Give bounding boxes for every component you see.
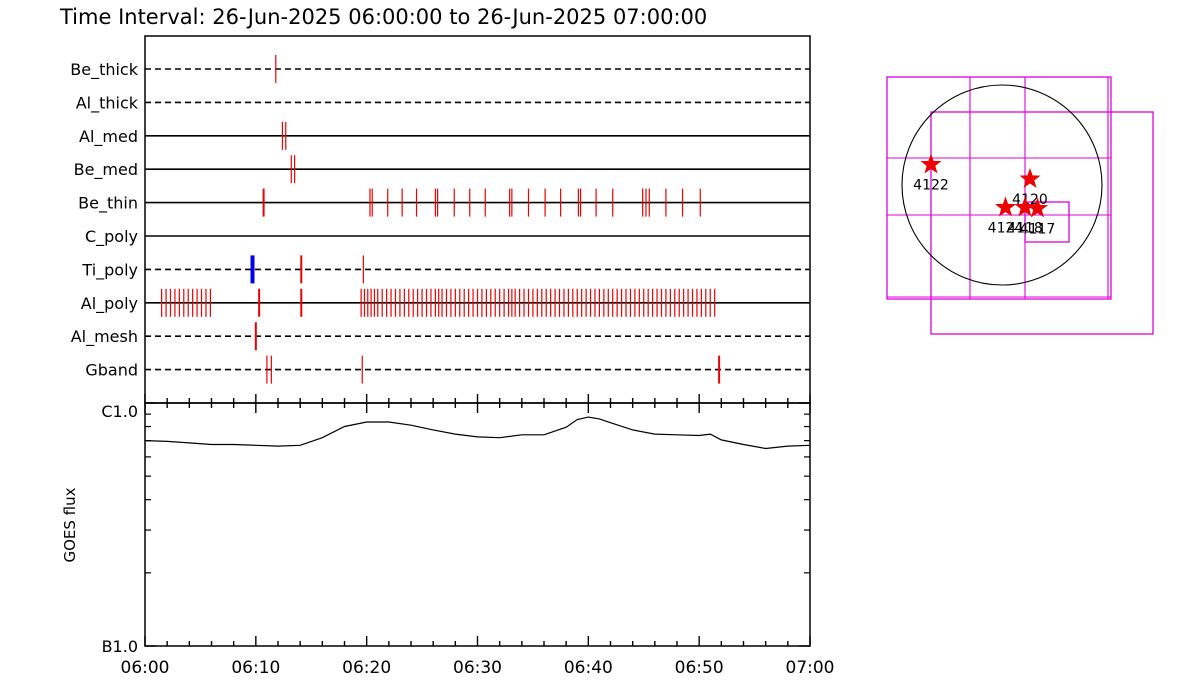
goes-y-tick-label: B1.0: [102, 637, 138, 656]
fov-box: [930, 111, 1154, 335]
timeline-row-label: Al_med: [79, 127, 138, 147]
goes-x-tick-label: 06:40: [564, 658, 613, 678]
timeline-row-label: C_poly: [85, 227, 138, 247]
exposure-timeline-panel: Be_thick Al_thick Al_med Be_med Be_thin C_pol…: [70, 35, 811, 404]
timeline-row-label: Al_mesh: [71, 327, 138, 347]
timeline-row-label: Al_poly: [81, 294, 138, 314]
active-region-label: 4118: [1007, 221, 1043, 237]
active-region-star: [1014, 196, 1036, 217]
solar-limb: [901, 84, 1103, 286]
timeline-row-label: Ti_poly: [81, 260, 138, 280]
goes-frame: [144, 402, 811, 647]
goes-x-tick-label: 06:10: [231, 658, 280, 678]
fov-box-small: [1024, 201, 1070, 243]
goes-x-tick-label: 07:00: [786, 658, 835, 678]
timeline-frame: [144, 35, 811, 404]
goes-y-tick-label: C1.0: [101, 402, 138, 421]
active-region-star: [920, 153, 942, 174]
chart-title: Time Interval: 26-Jun-2025 06:00:00 to 2…: [59, 5, 707, 29]
active-region-label: 4122: [913, 178, 949, 194]
active-region-star: [1019, 168, 1041, 188]
goes-ylabel: GOES flux: [61, 487, 79, 562]
active-region-star: [995, 196, 1016, 217]
timeline-row-label: Be_med: [74, 160, 138, 180]
goes-x-tick-label: 06:30: [453, 658, 502, 678]
fov-box: [886, 76, 1112, 300]
timeline-row-label: Be_thick: [70, 60, 138, 80]
goes-flux-panel: GOES flux 06:00 06:10 06:20 06:30 06:40 06:50…: [61, 402, 835, 678]
goes-x-tick-label: 06:00: [121, 658, 170, 678]
timeline-row-label: Al_thick: [76, 93, 139, 113]
timeline-row-label: Gband: [85, 361, 138, 380]
timeline-row-label: Be_thin: [78, 194, 138, 214]
active-region-label: 4124: [988, 221, 1024, 237]
goes-flux-line: [144, 416, 811, 450]
active-region-star: [1027, 197, 1048, 218]
goes-x-tick-label: 06:20: [342, 658, 391, 678]
goes-x-tick-label: 06:50: [675, 658, 724, 678]
active-region-label: 4117: [1020, 222, 1056, 238]
